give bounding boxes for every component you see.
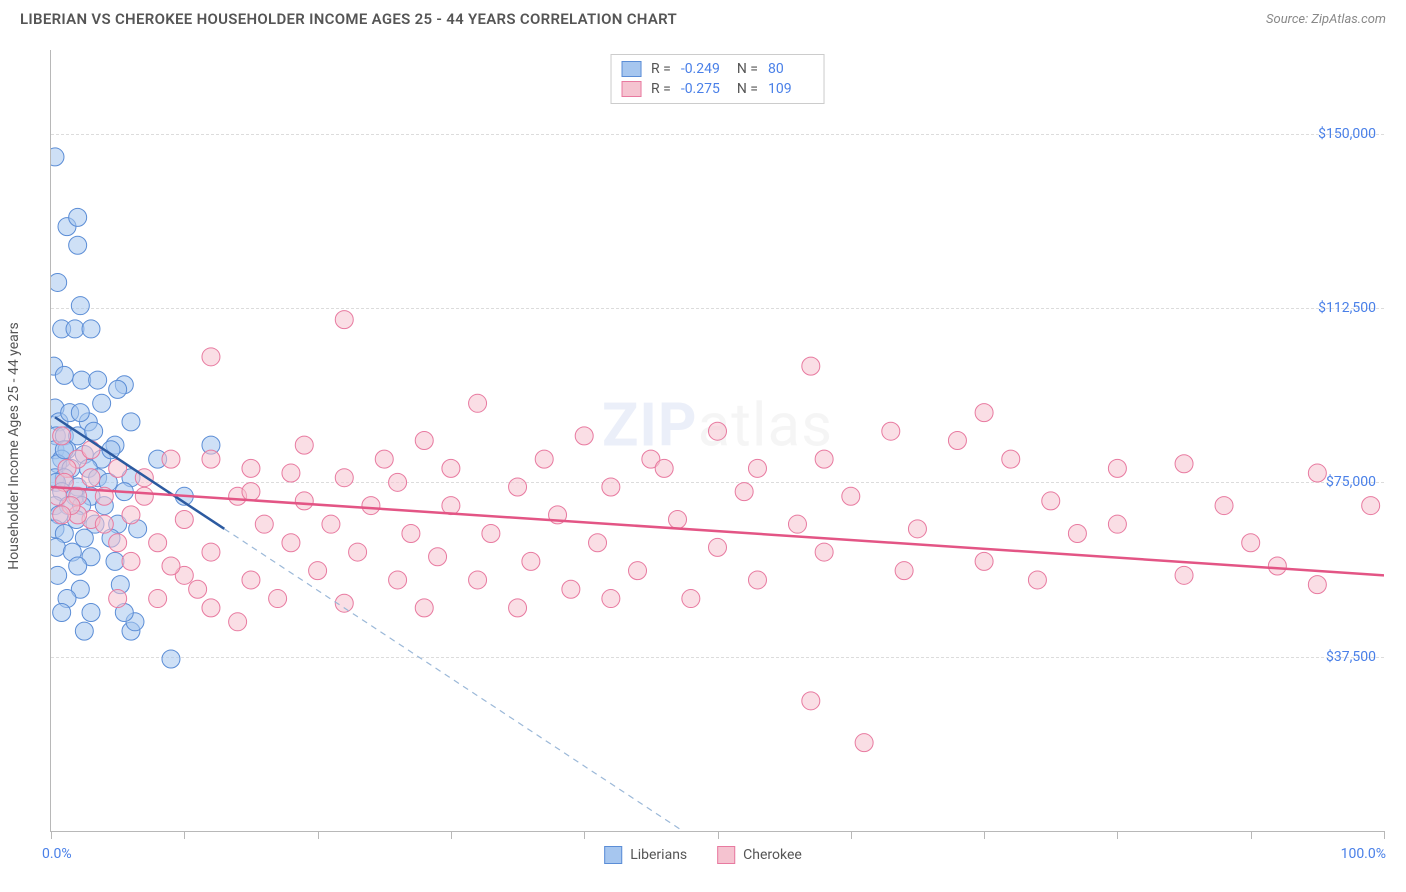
x-tick xyxy=(451,831,452,839)
chart-title: LIBERIAN VS CHEROKEE HOUSEHOLDER INCOME … xyxy=(20,10,677,28)
x-tick xyxy=(51,831,52,839)
scatter-svg xyxy=(51,50,1384,831)
r-label: R = xyxy=(649,81,673,97)
x-axis-min-label: 0.0% xyxy=(42,846,72,862)
source-label: Source: ZipAtlas.com xyxy=(1266,12,1386,27)
r-value: -0.275 xyxy=(681,81,727,97)
r-label: R = xyxy=(649,61,673,77)
series-legend: Liberians Cherokee xyxy=(604,846,802,864)
swatch-icon xyxy=(717,846,735,864)
x-tick xyxy=(584,831,585,839)
swatch-icon xyxy=(621,61,641,77)
legend-row: R = -0.249 N = 80 xyxy=(621,59,814,79)
series-name: Liberians xyxy=(630,847,687,863)
n-value: 80 xyxy=(768,61,814,77)
x-tick xyxy=(1117,831,1118,839)
x-axis-max-label: 100.0% xyxy=(1341,846,1386,862)
r-value: -0.249 xyxy=(681,61,727,77)
x-tick xyxy=(1251,831,1252,839)
swatch-icon xyxy=(621,81,641,97)
n-label: N = xyxy=(735,81,760,97)
y-axis-label: Householder Income Ages 25 - 44 years xyxy=(6,322,22,569)
x-tick xyxy=(184,831,185,839)
x-tick xyxy=(851,831,852,839)
x-tick xyxy=(984,831,985,839)
legend-row: R = -0.275 N = 109 xyxy=(621,79,814,99)
chart-plot-area: ZIPatlas R =-0.249N =80R =-0.275N =109 $… xyxy=(50,50,1384,832)
correlation-legend: R = -0.249 N = 80 R = -0.275 N = 109 xyxy=(610,54,825,104)
x-tick xyxy=(1384,831,1385,839)
x-tick xyxy=(318,831,319,839)
n-value: 109 xyxy=(768,81,814,97)
series-legend-item: Liberians xyxy=(604,846,687,864)
n-label: N = xyxy=(735,61,760,77)
swatch-icon xyxy=(604,846,622,864)
x-tick xyxy=(718,831,719,839)
series-name: Cherokee xyxy=(743,847,802,863)
series-legend-item: Cherokee xyxy=(717,846,802,864)
